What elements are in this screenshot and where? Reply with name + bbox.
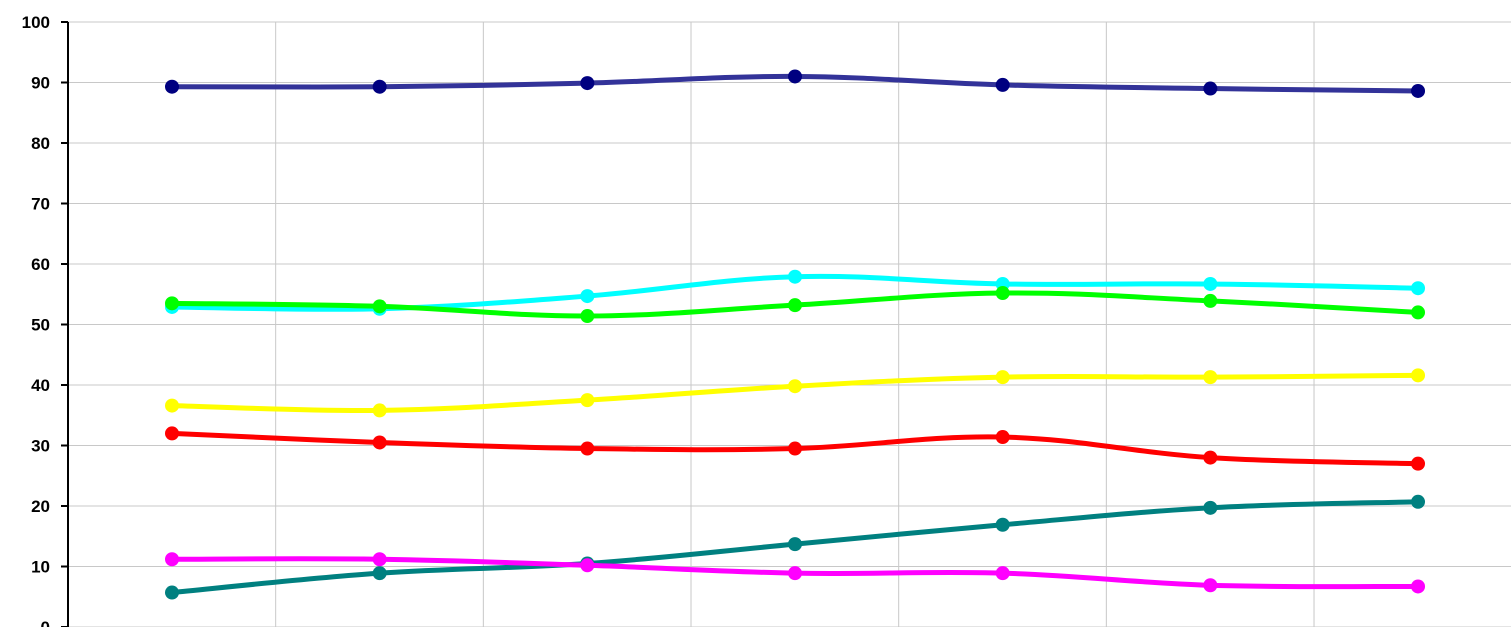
data-point	[580, 558, 595, 573]
data-point	[165, 585, 179, 600]
y-tick-label: 100	[22, 13, 50, 32]
data-point	[1411, 456, 1426, 471]
series-7	[165, 552, 1426, 594]
data-point	[1203, 293, 1218, 308]
series-group	[165, 69, 1426, 600]
data-point	[580, 76, 595, 91]
y-tick-label: 10	[31, 558, 50, 577]
data-point	[1203, 578, 1218, 593]
data-point	[372, 552, 387, 567]
data-point	[788, 298, 803, 313]
data-point	[372, 435, 387, 450]
data-point	[788, 269, 803, 284]
y-tick-label: 20	[31, 497, 50, 516]
data-point	[1411, 368, 1426, 383]
y-tick-label: 40	[31, 376, 50, 395]
data-point	[1203, 370, 1218, 385]
data-point	[165, 79, 179, 94]
data-point	[165, 426, 179, 441]
data-point	[1411, 281, 1426, 296]
series-4	[165, 368, 1426, 418]
y-tick-label: 70	[31, 195, 50, 214]
data-point	[788, 69, 803, 84]
data-point	[1411, 305, 1426, 320]
data-point	[372, 79, 387, 94]
data-point	[1411, 83, 1426, 98]
grid	[68, 21, 1511, 627]
series-3	[165, 286, 1426, 324]
data-point	[165, 552, 179, 567]
data-point	[580, 393, 595, 408]
y-tick-label: 50	[31, 316, 50, 335]
y-tick-label: 0	[41, 618, 50, 627]
data-point	[1411, 579, 1426, 594]
data-point	[580, 441, 595, 456]
data-point	[995, 286, 1010, 301]
data-point	[995, 77, 1010, 92]
data-point	[580, 289, 595, 304]
data-point	[372, 403, 387, 418]
data-point	[995, 517, 1010, 532]
data-point	[995, 370, 1010, 385]
data-point	[580, 309, 595, 324]
axes	[61, 21, 69, 627]
data-point	[372, 299, 387, 314]
y-tick-label: 90	[31, 74, 50, 93]
data-point	[788, 441, 803, 456]
data-point	[1411, 494, 1426, 509]
data-point	[995, 430, 1010, 445]
y-tick-label: 80	[31, 134, 50, 153]
data-point	[1203, 450, 1218, 465]
data-point	[372, 566, 387, 581]
y-tick-labels: 0 10 20 30 40 50 60 70 80 90 100	[22, 13, 50, 627]
data-point	[165, 296, 179, 311]
y-tick-label: 30	[31, 437, 50, 456]
data-point	[1203, 81, 1218, 96]
data-point	[995, 566, 1010, 581]
data-point	[165, 398, 179, 413]
data-point	[788, 379, 803, 394]
series-1	[165, 69, 1426, 98]
data-point	[788, 566, 803, 581]
data-point	[1203, 500, 1218, 515]
data-point	[788, 537, 803, 552]
data-point	[1203, 276, 1218, 291]
series-5	[165, 426, 1426, 471]
y-tick-label: 60	[31, 255, 50, 274]
